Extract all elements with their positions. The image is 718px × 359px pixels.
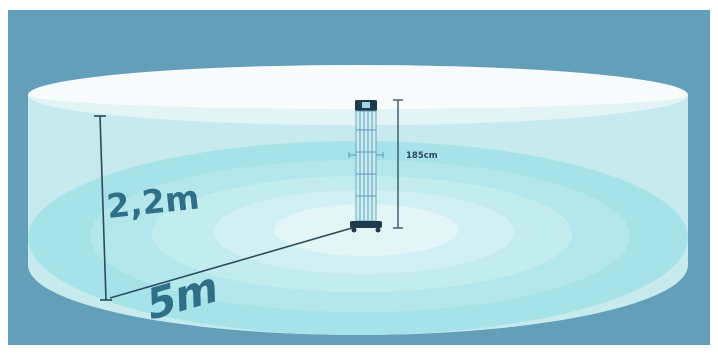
lamp-tubes bbox=[355, 110, 377, 222]
lamp-top-cap-light bbox=[362, 102, 370, 108]
room-height-label: 2,2m bbox=[105, 177, 201, 225]
uv-lamp-device bbox=[348, 100, 384, 233]
floor-rings bbox=[28, 141, 688, 335]
lamp-wheel-right bbox=[375, 227, 381, 233]
device-height-label: 185cm bbox=[406, 151, 438, 161]
lamp-base bbox=[350, 221, 382, 228]
lamp-tube-frame bbox=[355, 110, 377, 222]
coverage-radius-line bbox=[109, 227, 353, 299]
room-height-line bbox=[99, 115, 107, 301]
room-height-measure bbox=[94, 115, 112, 301]
floor-center-glow bbox=[274, 204, 458, 256]
lamp-wheel-left bbox=[351, 227, 357, 233]
lamp-handles bbox=[348, 152, 384, 158]
device-height-measure bbox=[393, 99, 403, 229]
